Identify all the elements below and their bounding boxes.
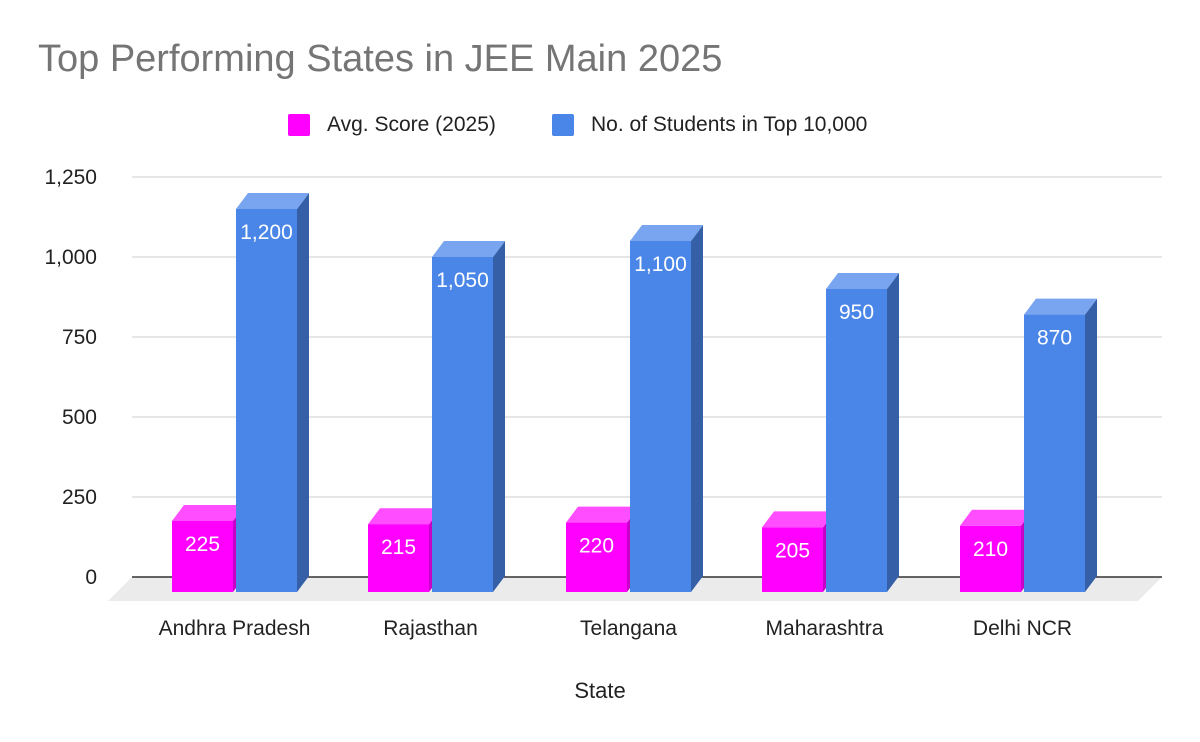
legend-swatch-avg-score: [288, 114, 310, 136]
bar-students: [432, 257, 493, 592]
x-tick-label: Andhra Pradesh: [159, 617, 311, 640]
data-label-avg-score: 210: [973, 538, 1008, 561]
y-tick-label: 500: [62, 406, 97, 429]
bar-top-students: [826, 273, 899, 289]
bar-avg-score: [368, 524, 429, 592]
bar-side-students: [297, 193, 309, 592]
data-label-avg-score: 205: [775, 539, 810, 562]
x-axis-title: State: [574, 678, 626, 703]
data-label-avg-score: 220: [579, 535, 614, 558]
data-label-students: 870: [1037, 327, 1072, 350]
x-tick-label: Maharashtra: [766, 617, 884, 640]
bar-side-students: [887, 273, 899, 592]
legend: Avg. Score (2025) No. of Students in Top…: [0, 110, 1200, 140]
legend-item-avg-score[interactable]: Avg. Score (2025): [288, 110, 496, 140]
x-tick-label: Delhi NCR: [973, 617, 1072, 640]
data-label-students: 1,100: [634, 253, 687, 276]
y-tick-label: 1,000: [44, 246, 97, 269]
x-tick-label: Telangana: [580, 617, 677, 640]
bar-avg-score: [566, 522, 627, 592]
bar-top-avg-score: [368, 508, 441, 525]
data-label-avg-score: 215: [381, 536, 416, 559]
data-label-students: 950: [839, 301, 874, 324]
bar-top-students: [630, 225, 703, 241]
y-tick-label: 0: [85, 566, 97, 589]
bar-avg-score: [762, 527, 823, 592]
bar-side-students: [691, 225, 703, 592]
x-tick-label: Rajasthan: [383, 617, 478, 640]
bar-top-students: [432, 241, 505, 257]
bar-top-students: [236, 193, 309, 209]
bar-top-avg-score: [762, 511, 835, 528]
bar-students: [826, 289, 887, 592]
legend-label-students: No. of Students in Top 10,000: [591, 113, 868, 136]
bar-top-avg-score: [566, 506, 639, 523]
y-tick-label: 1,250: [44, 166, 97, 189]
bar-side-students: [493, 241, 505, 592]
bar-students: [236, 209, 297, 592]
bar-students: [630, 241, 691, 592]
data-label-students: 1,200: [240, 221, 293, 244]
bar-top-avg-score: [172, 505, 245, 521]
y-tick-label: 750: [62, 326, 97, 349]
legend-label-avg-score: Avg. Score (2025): [327, 113, 496, 136]
bar-avg-score: [960, 525, 1021, 592]
bar-avg-score: [172, 521, 233, 592]
legend-item-students[interactable]: No. of Students in Top 10,000: [552, 110, 867, 140]
data-label-students: 1,050: [436, 269, 489, 292]
bar-top-students: [1024, 298, 1097, 315]
bar-students: [1024, 314, 1085, 592]
data-label-avg-score: 225: [185, 533, 220, 556]
chart-title: Top Performing States in JEE Main 2025: [38, 38, 723, 80]
y-tick-label: 250: [62, 486, 97, 509]
bar-side-students: [1085, 298, 1097, 592]
legend-swatch-students: [552, 114, 574, 136]
bar-top-avg-score: [960, 509, 1033, 526]
